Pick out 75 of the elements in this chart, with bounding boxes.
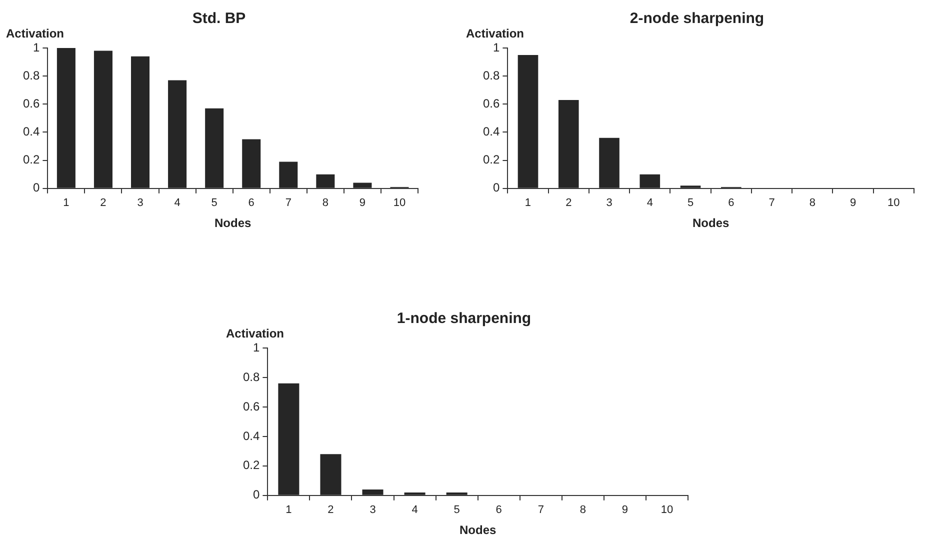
bar xyxy=(316,174,335,188)
chart-title: 1-node sharpening xyxy=(396,310,532,328)
x-tick-label: 7 xyxy=(768,197,775,210)
x-tick-label: 4 xyxy=(412,504,418,516)
bar xyxy=(205,108,224,188)
y-tick-label: 0.2 xyxy=(22,152,40,167)
x-tick-label: 10 xyxy=(393,197,406,210)
x-tick-label: 6 xyxy=(248,197,254,210)
bar xyxy=(558,100,579,188)
x-axis-title: Nodes xyxy=(459,523,496,538)
y-tick-label: 0 xyxy=(252,488,260,502)
x-tick-label: 6 xyxy=(496,504,502,516)
x-tick-label: 7 xyxy=(285,197,292,210)
y-axis-title: Activation xyxy=(466,26,524,40)
x-axis-title: Nodes xyxy=(214,216,252,230)
y-tick-label: 0.4 xyxy=(22,124,40,139)
y-tick-label: 0.8 xyxy=(482,68,500,82)
x-tick-label: 8 xyxy=(809,197,816,210)
x-tick-label: 1 xyxy=(524,197,532,210)
bar xyxy=(518,55,538,188)
x-tick-label: 3 xyxy=(137,197,144,210)
y-tick-label: 0.4 xyxy=(242,428,260,443)
y-tick-label: 0.8 xyxy=(242,370,260,384)
y-tick-label: 0.2 xyxy=(482,152,500,167)
x-tick-label: 7 xyxy=(538,504,544,516)
x-tick-label: 10 xyxy=(888,197,900,210)
x-tick-label: 4 xyxy=(174,197,180,210)
bar xyxy=(278,383,300,495)
x-tick-label: 2 xyxy=(328,504,334,516)
y-tick-label: 0.8 xyxy=(22,68,40,82)
x-tick-label: 8 xyxy=(322,197,328,210)
chart-title: 2-node sharpening xyxy=(630,10,764,28)
y-tick-label: 0.2 xyxy=(242,458,260,472)
x-tick-label: 8 xyxy=(580,504,586,516)
y-tick-label: 0.4 xyxy=(482,124,500,139)
bar xyxy=(320,454,342,495)
y-tick-label: 1 xyxy=(32,40,40,54)
x-tick-label: 6 xyxy=(728,197,734,210)
y-tick-label: 1 xyxy=(252,340,260,354)
y-tick-label: 0.6 xyxy=(482,96,500,110)
bar xyxy=(94,50,112,188)
bar xyxy=(353,182,372,188)
x-tick-label: 1 xyxy=(63,197,70,210)
bar xyxy=(599,138,620,188)
y-tick-label: 1 xyxy=(492,40,500,54)
bar xyxy=(131,56,150,188)
x-tick-label: 2 xyxy=(566,197,572,210)
bar xyxy=(446,492,468,495)
y-tick-label: 0.6 xyxy=(242,399,260,414)
bar xyxy=(404,492,426,495)
x-tick-label: 3 xyxy=(370,504,376,516)
bar xyxy=(242,139,261,188)
x-tick-label: 2 xyxy=(100,197,106,210)
y-axis-title: Activation xyxy=(226,326,284,340)
bar xyxy=(279,162,298,188)
y-tick-label: 0 xyxy=(32,180,40,195)
x-tick-label: 3 xyxy=(606,197,612,210)
x-tick-label: 9 xyxy=(359,197,366,210)
x-tick-label: 4 xyxy=(646,197,653,210)
chart-title: Std. BP xyxy=(192,10,246,28)
x-tick-label: 5 xyxy=(687,197,694,210)
x-tick-label: 9 xyxy=(622,504,628,516)
bar xyxy=(168,80,187,188)
x-tick-label: 1 xyxy=(286,504,292,516)
x-axis-title: Nodes xyxy=(692,216,730,230)
x-tick-label: 5 xyxy=(454,504,460,516)
bar xyxy=(56,48,76,188)
bar xyxy=(362,490,384,495)
x-tick-label: 5 xyxy=(211,197,218,210)
y-tick-label: 0 xyxy=(492,180,500,195)
bar xyxy=(640,174,660,188)
y-axis-title: Activation xyxy=(6,26,64,40)
y-tick-label: 0.6 xyxy=(22,96,40,110)
x-tick-label: 9 xyxy=(850,197,856,210)
x-tick-label: 10 xyxy=(660,504,674,516)
